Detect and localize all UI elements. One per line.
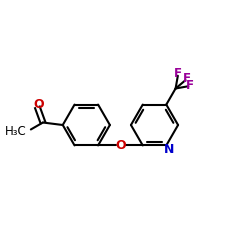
Text: O: O xyxy=(33,98,44,111)
Text: F: F xyxy=(174,67,182,80)
Text: H₃C: H₃C xyxy=(5,125,27,138)
Text: N: N xyxy=(164,143,174,156)
Text: F: F xyxy=(183,72,191,86)
Text: O: O xyxy=(115,139,126,152)
Text: F: F xyxy=(186,80,194,92)
